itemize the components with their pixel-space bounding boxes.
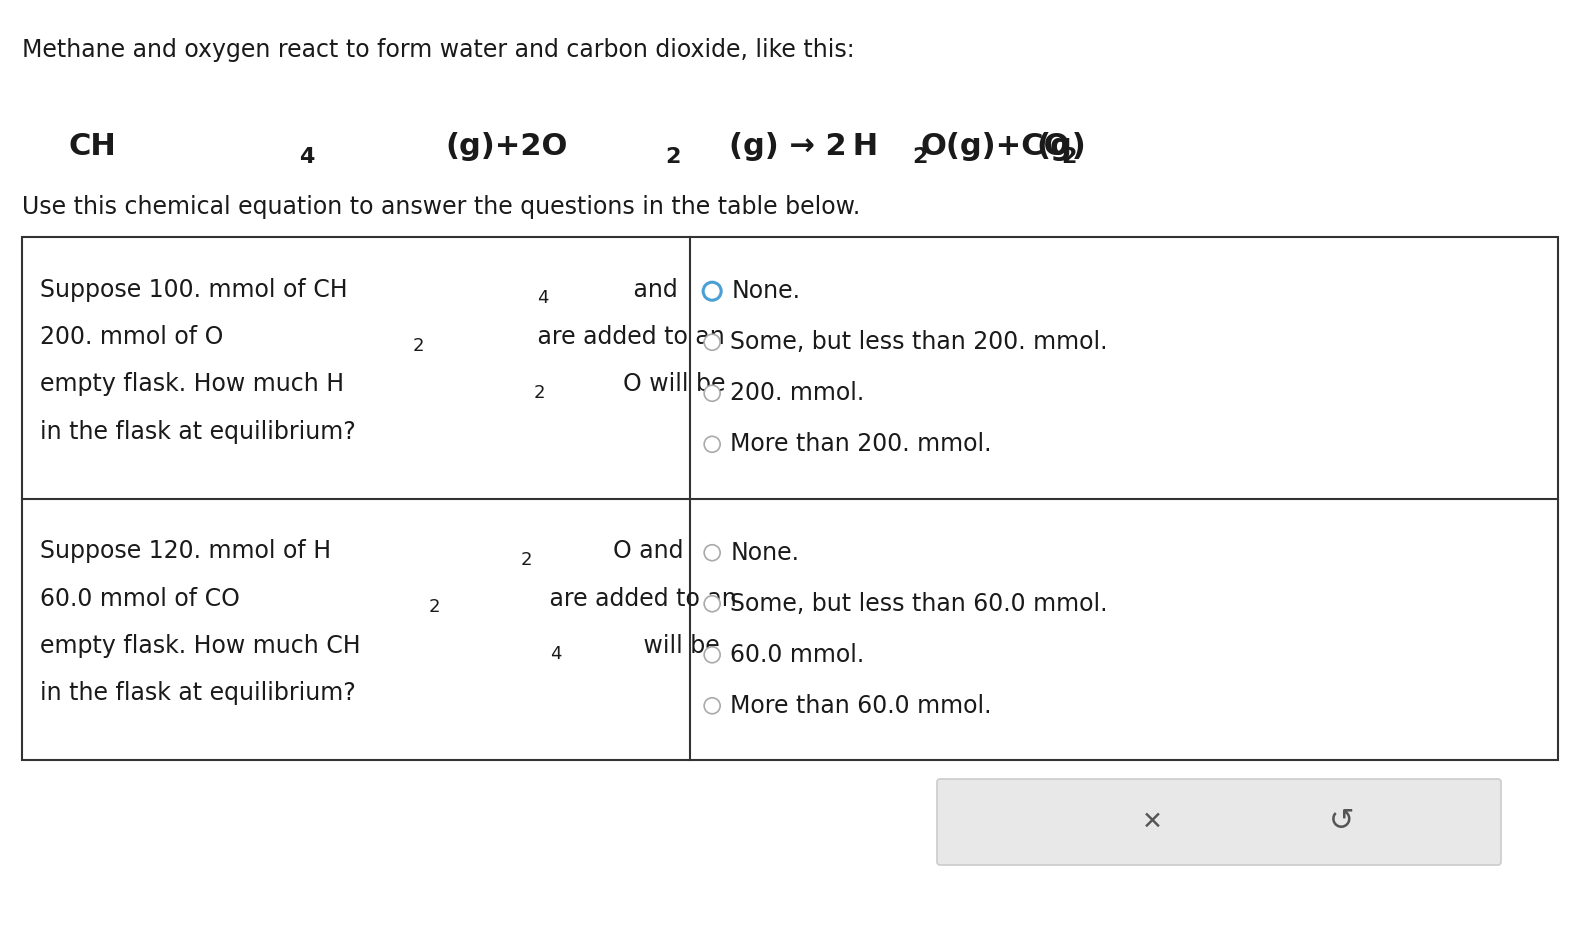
Text: are added to an: are added to an	[542, 586, 737, 610]
Text: empty flask. How much CH: empty flask. How much CH	[40, 634, 360, 657]
Text: and: and	[626, 278, 677, 302]
Circle shape	[704, 544, 720, 561]
Text: Suppose 120. mmol of H: Suppose 120. mmol of H	[40, 539, 331, 563]
Text: 2: 2	[430, 598, 441, 616]
Text: O will be: O will be	[623, 372, 726, 396]
FancyBboxPatch shape	[937, 779, 1500, 865]
Text: 4: 4	[298, 146, 314, 167]
Text: CH: CH	[68, 132, 116, 161]
Circle shape	[704, 595, 720, 612]
Text: More than 200. mmol.: More than 200. mmol.	[730, 432, 991, 457]
Text: 60.0 mmol of CO: 60.0 mmol of CO	[40, 586, 239, 610]
Text: ↺: ↺	[1329, 807, 1354, 836]
Text: O(g)+CO: O(g)+CO	[921, 132, 1071, 161]
Text: in the flask at equilibrium?: in the flask at equilibrium?	[40, 419, 355, 444]
Text: 2: 2	[520, 551, 531, 569]
Text: 2: 2	[533, 384, 546, 402]
Text: Some, but less than 60.0 mmol.: Some, but less than 60.0 mmol.	[730, 592, 1107, 616]
Text: will be: will be	[636, 634, 720, 657]
Text: Some, but less than 200. mmol.: Some, but less than 200. mmol.	[730, 331, 1107, 355]
Text: Use this chemical equation to answer the questions in the table below.: Use this chemical equation to answer the…	[22, 195, 860, 219]
Text: 2: 2	[912, 146, 928, 167]
Circle shape	[703, 282, 722, 300]
Circle shape	[704, 385, 720, 401]
Circle shape	[704, 436, 720, 452]
Text: 2: 2	[666, 146, 680, 167]
Text: 60.0 mmol.: 60.0 mmol.	[730, 643, 864, 667]
Text: (g) → 2 H: (g) → 2 H	[730, 132, 879, 161]
Text: Methane and oxygen react to form water and carbon dioxide, like this:: Methane and oxygen react to form water a…	[22, 38, 855, 62]
Text: None.: None.	[731, 280, 801, 303]
Text: in the flask at equilibrium?: in the flask at equilibrium?	[40, 682, 355, 706]
Text: 4: 4	[550, 645, 561, 663]
Circle shape	[704, 698, 720, 714]
Text: ✕: ✕	[1142, 810, 1163, 834]
Text: O and: O and	[614, 539, 684, 563]
Text: (g): (g)	[1036, 132, 1086, 161]
Text: 2: 2	[412, 336, 423, 355]
Circle shape	[704, 646, 720, 663]
Text: empty flask. How much H: empty flask. How much H	[40, 372, 344, 396]
Text: 2: 2	[1061, 146, 1077, 167]
Text: 4: 4	[538, 289, 549, 307]
Circle shape	[704, 334, 720, 350]
Bar	[22, 237, 1557, 760]
Text: Suppose 100. mmol of CH: Suppose 100. mmol of CH	[40, 278, 347, 302]
Text: None.: None.	[730, 541, 799, 565]
Text: 200. mmol.: 200. mmol.	[730, 382, 864, 406]
Text: are added to an: are added to an	[530, 325, 725, 349]
Text: (g)+2O: (g)+2O	[446, 132, 568, 161]
Text: 200. mmol of O: 200. mmol of O	[40, 325, 224, 349]
Text: More than 60.0 mmol.: More than 60.0 mmol.	[730, 694, 991, 718]
